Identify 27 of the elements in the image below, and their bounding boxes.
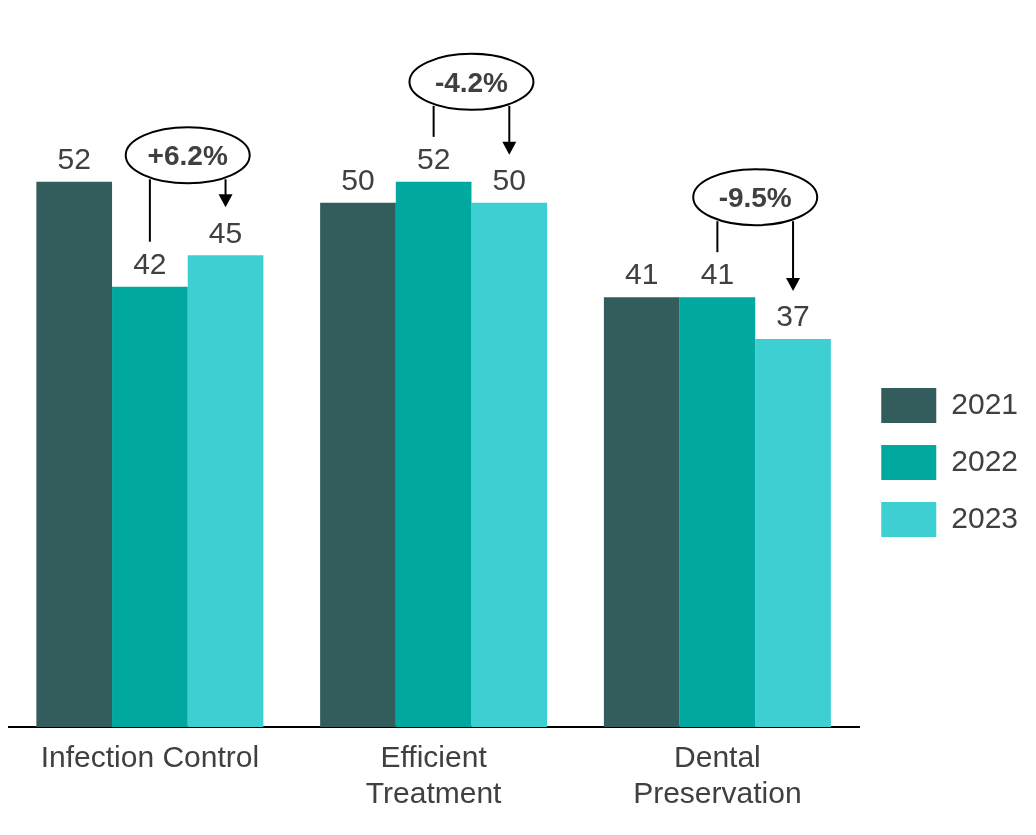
bar [395,181,472,727]
bar [36,181,113,727]
bar [755,339,831,727]
data-label: 52 [416,142,451,176]
x-tick-label: Efficient Treatment [365,740,503,810]
legend-label: 2021 [951,386,1019,420]
annotation: -9.5% [718,182,792,214]
data-label: 41 [700,257,735,291]
data-label: 50 [492,163,526,197]
data-label: 41 [625,257,659,291]
bar [471,202,548,727]
bar [603,297,680,727]
text: +6.2% [147,140,228,172]
data-label: 42 [133,246,167,280]
x-tick-label: Dental Preservation [633,740,802,810]
x-tick-label: Infection Control [40,740,260,774]
bar [112,286,188,727]
bar [320,202,396,727]
legend-label: 2023 [951,500,1019,534]
text: -4.2% [434,66,509,98]
legend-label: 2022 [951,443,1019,477]
bar [679,297,756,727]
data-label: 50 [341,163,375,197]
data-label: 45 [208,215,243,249]
data-label: 37 [776,299,810,333]
data-label: 52 [57,142,91,176]
bar [187,255,264,727]
